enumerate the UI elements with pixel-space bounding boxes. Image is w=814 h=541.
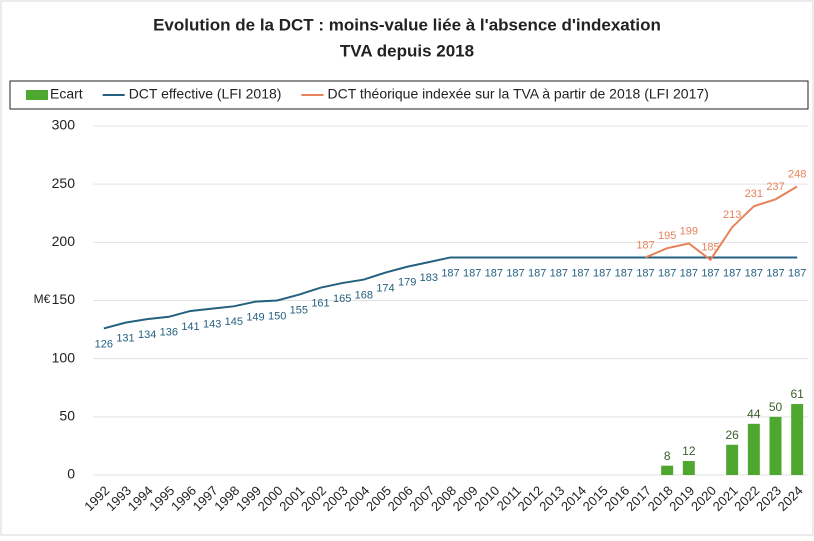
y-tick-label: 50 (59, 408, 75, 424)
y-axis-label: M€ (34, 292, 51, 306)
data-label: 50 (769, 400, 783, 414)
chart-title: TVA depuis 2018 (340, 41, 474, 60)
data-label: 143 (203, 319, 221, 331)
y-tick-label: 0 (67, 466, 75, 482)
data-label: 155 (290, 305, 308, 317)
y-tick-label: 300 (52, 117, 76, 133)
data-label: 187 (680, 267, 698, 279)
data-label: 131 (116, 333, 134, 345)
bar (661, 465, 674, 475)
data-label: 213 (723, 209, 741, 221)
data-label: 187 (615, 267, 633, 279)
bar (682, 461, 695, 475)
legend-swatch (26, 90, 48, 100)
data-label: 187 (528, 267, 546, 279)
bar (769, 416, 782, 475)
legend-label: DCT effective (LFI 2018) (129, 86, 282, 102)
data-label: 168 (355, 289, 373, 301)
legend-label: DCT théorique indexée sur la TVA à parti… (327, 86, 708, 102)
data-label: 231 (745, 188, 763, 200)
data-label: 165 (333, 293, 351, 305)
data-label: 187 (701, 267, 719, 279)
data-label: 187 (745, 267, 763, 279)
chart-title: Evolution de la DCT : moins-value liée à… (153, 15, 661, 34)
data-label: 187 (593, 267, 611, 279)
line (645, 185, 798, 262)
data-label: 187 (463, 267, 481, 279)
data-label: 12 (682, 444, 696, 458)
data-label: 187 (550, 267, 568, 279)
data-label: 237 (766, 181, 784, 193)
y-tick-label: 200 (52, 233, 76, 249)
legend-box (9, 80, 809, 110)
bar (726, 444, 739, 475)
data-label: 187 (441, 267, 459, 279)
data-label: 145 (225, 316, 243, 328)
data-label: 187 (723, 267, 741, 279)
bar (791, 404, 804, 475)
data-label: 134 (138, 329, 156, 341)
data-label: 150 (268, 310, 286, 322)
data-label: 187 (485, 267, 503, 279)
data-label: 179 (398, 277, 416, 289)
data-label: 187 (658, 267, 676, 279)
data-label: 26 (725, 428, 739, 442)
data-label: 187 (766, 267, 784, 279)
data-label: 126 (95, 338, 113, 350)
data-label: 61 (790, 387, 804, 401)
data-label: 187 (788, 267, 806, 279)
data-label: 174 (376, 282, 394, 294)
y-tick-label: 100 (52, 349, 76, 365)
data-label: 149 (246, 312, 264, 324)
line (103, 256, 798, 330)
data-label: 199 (680, 225, 698, 237)
legend-label: Ecart (50, 86, 83, 102)
data-label: 187 (506, 267, 524, 279)
bar (747, 423, 760, 475)
data-label: 8 (664, 449, 671, 463)
data-label: 185 (701, 242, 719, 254)
data-label: 187 (571, 267, 589, 279)
data-label: 141 (181, 321, 199, 333)
data-label: 248 (788, 168, 806, 180)
y-tick-label: 250 (52, 175, 76, 191)
data-label: 136 (160, 327, 178, 339)
data-label: 161 (311, 298, 329, 310)
y-tick-label: 150 (52, 291, 76, 307)
data-label: 195 (658, 230, 676, 242)
data-label: 187 (636, 239, 654, 251)
data-label: 183 (420, 272, 438, 284)
data-label: 44 (747, 407, 761, 421)
data-label: 187 (636, 267, 654, 279)
